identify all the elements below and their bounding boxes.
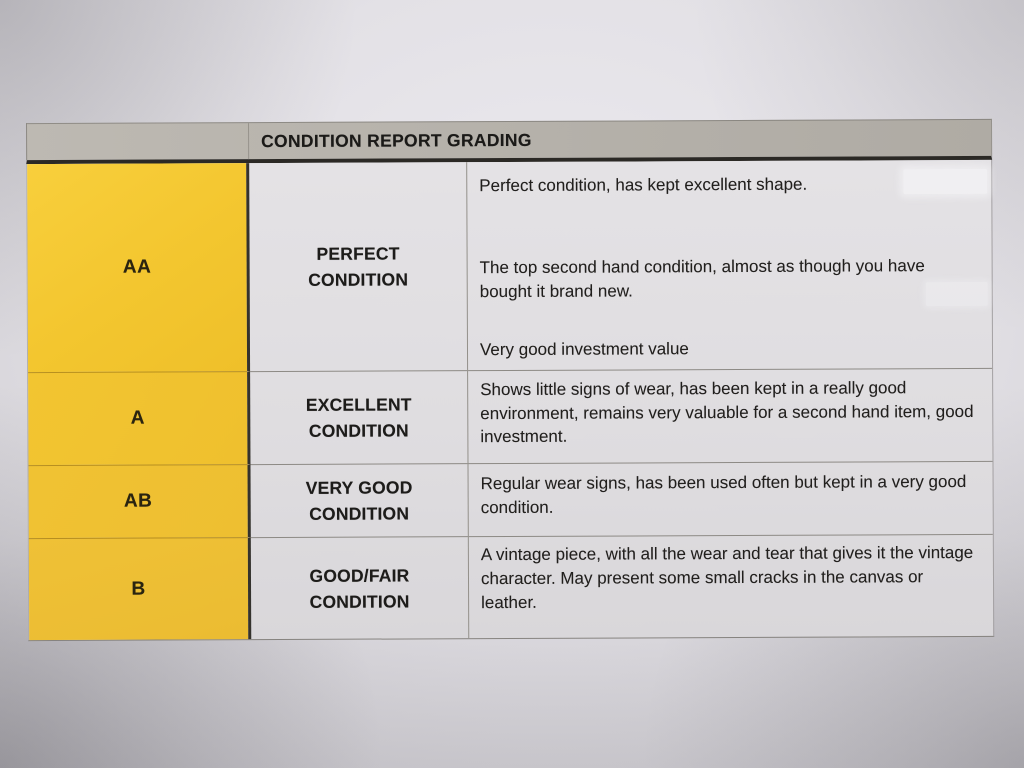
description-cell-ab: Regular wear signs, has been used often … (468, 460, 993, 537)
whiteout-correction-patch (925, 281, 988, 307)
description-paragraph: The top second hand condition, almost as… (479, 256, 925, 302)
description-cell-aa: Perfect condition, has kept excellent sh… (467, 160, 992, 370)
table-title: CONDITION REPORT GRADING (261, 129, 532, 151)
description-paragraph: Regular wear signs, has been used often … (480, 472, 967, 518)
table-header-row: CONDITION REPORT GRADING (26, 118, 993, 165)
whiteout-correction-patch (903, 168, 988, 195)
grade-cell-b: B (28, 537, 252, 641)
description-cell-a: Shows little signs of wear, has been kep… (468, 367, 993, 464)
grade-cell-ab: AB (28, 464, 251, 539)
condition-label-very-good: VERY GOOD CONDITION (250, 463, 469, 538)
description-cell-b: A vintage piece, with all the wear and t… (468, 533, 994, 639)
condition-label-perfect: PERFECT CONDITION (249, 162, 469, 372)
description-paragraph: Shows little signs of wear, has been kep… (480, 378, 974, 447)
description-paragraph: Very good investment value (479, 339, 689, 360)
condition-label-good-fair: GOOD/FAIR CONDITION (250, 536, 470, 640)
grade-cell-a: A (28, 371, 251, 466)
header-blank-cell (27, 123, 250, 161)
table-body: AA PERFECT CONDITION Perfect condition, … (26, 159, 995, 642)
description-paragraph: A vintage piece, with all the wear and t… (480, 542, 974, 613)
grade-cell-aa: AA (27, 163, 251, 373)
condition-label-excellent: EXCELLENT CONDITION (250, 370, 469, 465)
condition-grading-table: CONDITION REPORT GRADING AA PERFECT COND… (26, 118, 995, 642)
